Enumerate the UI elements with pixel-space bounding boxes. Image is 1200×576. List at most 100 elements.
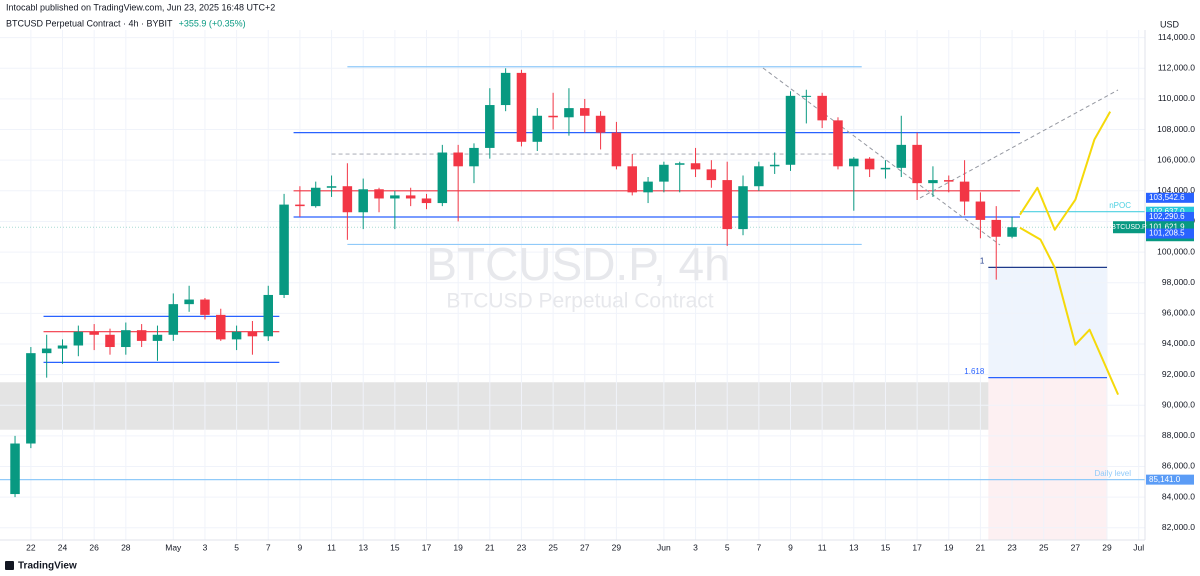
price-badge (1146, 192, 1194, 203)
x-tick-label: 19 (453, 542, 463, 552)
candle-body (864, 158, 875, 170)
y-tick-label: 90,000.0 (1162, 399, 1195, 409)
candle-body (690, 163, 701, 170)
x-tick-label: 23 (517, 542, 527, 552)
x-tick-label: 27 (1071, 542, 1081, 552)
price-badge-label: 101,208.5 (1149, 229, 1185, 238)
price-axis (1145, 30, 1200, 546)
candle-body (453, 152, 463, 167)
level-label: Daily level (1095, 469, 1132, 478)
y-tick-label: 92,000.0 (1162, 369, 1195, 379)
symbol-tag-text: BTCUSD.P (1111, 224, 1147, 231)
candle-body (674, 163, 685, 165)
y-tick-label: 112,000.0 (1158, 63, 1195, 73)
x-tick-label: 3 (203, 542, 208, 552)
x-tick-label: 3 (693, 542, 698, 552)
candle-body (817, 95, 827, 121)
candle-body (216, 314, 226, 340)
x-tick-label: 11 (818, 542, 827, 552)
price-badge-label: 85,141.0 (1149, 475, 1181, 484)
candle-body (659, 164, 669, 182)
projection-path (1019, 111, 1112, 231)
candle-body (643, 181, 653, 193)
projections (1019, 111, 1120, 396)
price-change: +355.9 (+0.35%) (179, 18, 246, 28)
candle-body (200, 299, 210, 315)
candle-body (437, 152, 448, 204)
level-label: nPOC (1109, 201, 1131, 210)
x-tick-label: 25 (1039, 542, 1049, 552)
y-tick-label: 110,000.0 (1158, 93, 1195, 103)
price-badge-label: 102,637.0 (1149, 207, 1185, 216)
y-tick-label: 98,000.0 (1162, 277, 1195, 287)
currency: USD (1160, 19, 1180, 29)
candle-body (41, 348, 52, 354)
symbol-info: BTCUSD Perpetual Contract · 4h · BYBIT (6, 18, 173, 28)
x-tick-label: 15 (390, 542, 400, 552)
y-tick-label: 100,000.0 (1157, 246, 1195, 256)
candle-body (184, 299, 194, 305)
brand: TradingView (18, 561, 77, 572)
x-tick-label: Jul (1133, 542, 1144, 552)
candle-body (627, 166, 637, 193)
candle-body (959, 181, 970, 202)
watermark: BTCUSD.P, 4h (426, 238, 729, 290)
x-tick-label: 25 (548, 542, 558, 552)
candle-body (801, 95, 812, 97)
x-tick-label: 13 (849, 542, 859, 552)
trend-line (919, 89, 1119, 199)
x-tick-label: 28 (121, 542, 131, 552)
candle-body (833, 120, 843, 167)
x-tick-label: 21 (485, 542, 495, 552)
y-tick-label: 104,000.0 (1157, 185, 1195, 195)
x-tick-label: 5 (725, 542, 730, 552)
price-badge-label: 101,621.9 (1149, 222, 1185, 231)
x-tick-label: 17 (912, 542, 922, 552)
candle-body (785, 95, 796, 165)
price-badge-label: 102,290.6 (1149, 212, 1185, 221)
candle-body (89, 331, 99, 335)
candle-body (136, 330, 147, 341)
candle-body (516, 72, 527, 142)
candle-body (57, 345, 68, 349)
y-tick-label: 106,000.0 (1157, 154, 1195, 164)
candle-body (991, 219, 1001, 237)
candle-body (168, 304, 179, 335)
x-tick-label: May (165, 542, 182, 552)
candle-body (928, 180, 938, 184)
y-tick-label: 82,000.0 (1162, 522, 1195, 532)
candle-body (73, 331, 84, 346)
x-tick-label: 17 (422, 542, 432, 552)
symbol-tag (1113, 221, 1145, 234)
zone (988, 267, 1108, 378)
y-tick-label: 96,000.0 (1162, 308, 1195, 318)
price-badge (1146, 211, 1194, 222)
candle-body (310, 187, 321, 207)
candle-body (1007, 227, 1017, 237)
candle-body (10, 443, 20, 495)
y-tick-label: 84,000.0 (1162, 491, 1195, 501)
candle-body (421, 198, 432, 204)
trend-line (762, 67, 1001, 246)
x-tick-label: 9 (298, 542, 303, 552)
x-tick-label: Jun (657, 542, 671, 552)
x-tick-label: 7 (756, 542, 761, 552)
candle-body (342, 186, 353, 213)
price-badge (1146, 474, 1194, 485)
candle-body (105, 334, 115, 348)
candle-body (580, 108, 590, 116)
axes: 82,000.0 84,000.0 86,000.0 88,000.0 90,000.0… (26, 32, 1195, 552)
candle-body (849, 158, 859, 167)
projection-path (1019, 226, 1120, 396)
candle-body (548, 115, 558, 118)
candle-body (595, 115, 606, 133)
y-tick-label: 94,000.0 (1162, 338, 1195, 348)
candle-body (738, 186, 748, 230)
y-tick-label: 108,000.0 (1157, 124, 1195, 134)
x-tick-label: 15 (881, 542, 891, 552)
candle-body (326, 186, 337, 188)
candle-body (500, 72, 511, 106)
candle-body (231, 331, 242, 340)
x-tick-label: 23 (1007, 542, 1017, 552)
x-tick-label: 26 (89, 542, 99, 552)
